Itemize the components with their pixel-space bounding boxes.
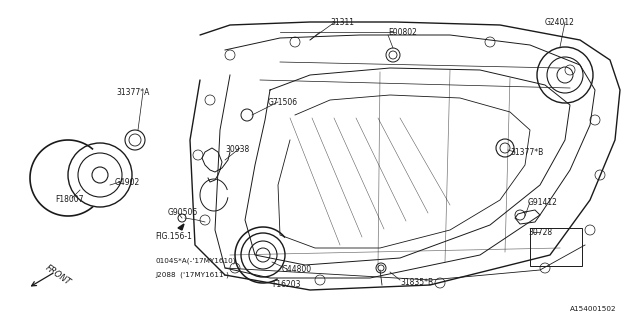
Text: 30938: 30938 <box>225 145 249 154</box>
Polygon shape <box>178 224 184 230</box>
Text: 31835*B: 31835*B <box>400 278 433 287</box>
Text: 0104S*A(-'17MY1610): 0104S*A(-'17MY1610) <box>155 258 236 265</box>
Text: A154001502: A154001502 <box>570 306 616 312</box>
Text: FIG.156-1: FIG.156-1 <box>155 232 192 241</box>
Text: G90506: G90506 <box>168 208 198 217</box>
Bar <box>530 228 582 266</box>
Text: E00802: E00802 <box>388 28 417 37</box>
Text: 31377*B: 31377*B <box>510 148 543 157</box>
Text: G24012: G24012 <box>545 18 575 27</box>
Text: F16203: F16203 <box>272 280 301 289</box>
Text: G4902: G4902 <box>115 178 140 187</box>
Text: G71506: G71506 <box>268 98 298 107</box>
Text: 31311: 31311 <box>330 18 354 27</box>
Text: 30728: 30728 <box>528 228 552 237</box>
Text: F18007: F18007 <box>55 195 83 204</box>
Text: 31377*A: 31377*A <box>116 88 150 97</box>
Text: G44800: G44800 <box>282 265 312 274</box>
Text: J2088  ('17MY1611-): J2088 ('17MY1611-) <box>155 272 229 278</box>
Text: FRONT: FRONT <box>44 263 72 287</box>
Text: G91412: G91412 <box>528 198 558 207</box>
